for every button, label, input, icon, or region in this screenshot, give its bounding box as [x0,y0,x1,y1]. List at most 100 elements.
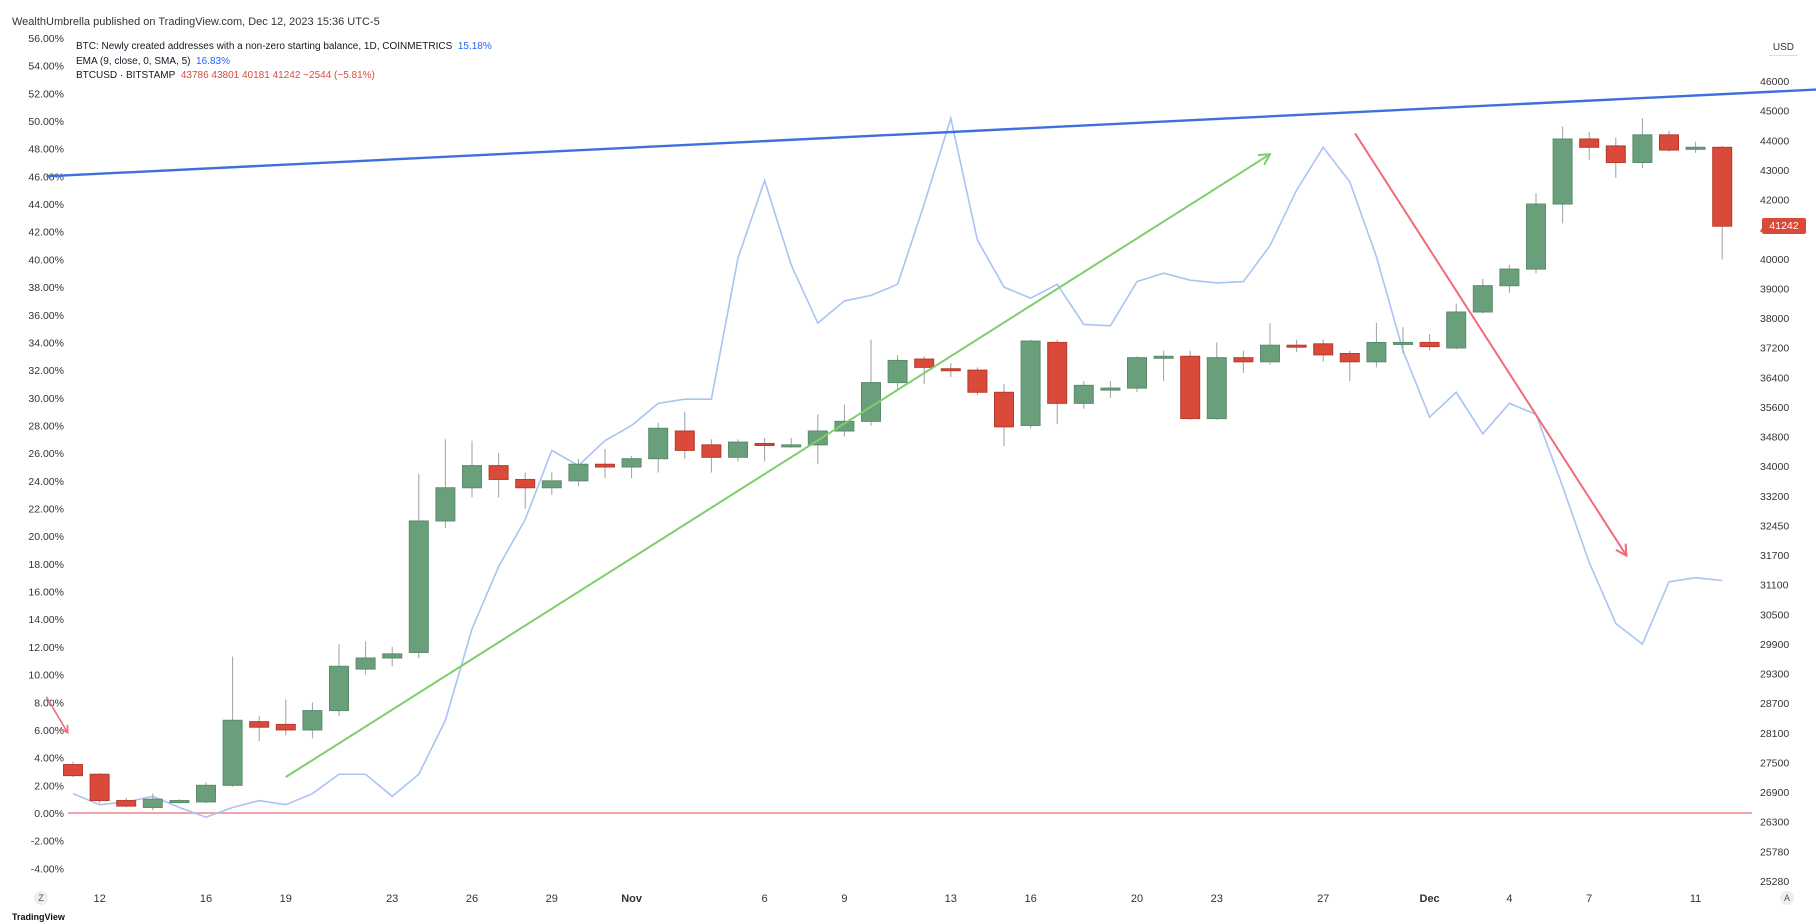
candle-body [648,427,669,460]
left-axis-tick: 56.00% [28,33,64,45]
candle-body [1339,353,1360,363]
right-axis-tick: 29300 [1760,669,1789,681]
candle-body [169,800,190,804]
auto-scale-right-button[interactable]: A [1780,891,1794,905]
right-axis-tick: 31700 [1760,550,1789,562]
left-axis-tick: 6.00% [34,725,64,737]
right-axis-tick: 25280 [1760,876,1789,888]
candle [648,422,669,473]
candle-body [1180,355,1201,420]
right-axis-tick: 32450 [1760,520,1789,532]
right-axis-tick: 26300 [1760,817,1789,829]
candle-body [940,368,961,372]
arrow-head [1257,153,1272,166]
left-axis-tick: 24.00% [28,476,64,488]
candle [994,383,1014,447]
candle [1260,323,1280,365]
candle [1499,264,1520,293]
left-axis-tick: 42.00% [28,227,64,239]
candle-body [488,465,509,480]
candle [275,699,296,736]
left-axis-tick: 46.00% [28,171,64,183]
left-axis-tick: 32.00% [28,365,64,377]
x-axis-tick: 19 [280,893,292,905]
right-axis-tick: 27500 [1760,757,1789,769]
arrow-head [1615,543,1628,558]
right-axis-tick: 42000 [1760,195,1789,207]
candle [1180,350,1201,420]
candle [674,411,695,459]
right-axis-tick: 29900 [1760,639,1789,651]
candle-body [382,653,403,659]
left-axis-tick: 38.00% [28,282,64,294]
candle [595,449,615,479]
candle-body [807,430,828,446]
blue-trend-line [46,88,1816,178]
candle-body [1499,268,1520,287]
left-axis-tick: 44.00% [28,199,64,211]
x-axis-tick: 6 [762,893,768,905]
candle-body [674,430,695,451]
x-axis-tick: 16 [1024,893,1036,905]
candle [355,641,376,675]
arrow-shaft [45,696,69,734]
candle-body [1100,387,1121,391]
candle-body [701,444,722,458]
candle-body [249,721,270,728]
candle-body [1260,344,1280,363]
candle [1605,137,1626,178]
ema-line [72,115,1723,819]
candle [1685,141,1706,153]
candle [1313,339,1334,362]
arrow-shaft [285,153,1271,778]
candle [1632,118,1653,169]
green-trend-arrow [285,153,1272,778]
candle-body [1472,285,1493,313]
candle [1366,323,1387,368]
right-axis-unit[interactable]: USD [1768,40,1798,56]
red-trend-arrow [1354,132,1628,558]
candle [63,761,83,778]
left-axis-tick: 14.00% [28,614,64,626]
candle [1020,339,1041,429]
left-axis-tick: -2.00% [31,836,64,848]
candle-body [1286,344,1307,348]
left-axis-tick: 54.00% [28,61,64,73]
right-axis-tick: 44000 [1760,135,1789,147]
candle-body [1020,340,1041,426]
right-axis-tick: 34800 [1760,432,1789,444]
candles [63,118,1733,811]
candle [861,339,881,426]
candle [967,367,988,396]
right-axis-tick: 37200 [1760,343,1789,355]
right-axis-tick: 40000 [1760,254,1789,266]
x-axis-tick: 11 [1690,893,1701,905]
candle [1153,350,1174,382]
candle-body [142,798,163,808]
candle-body [1659,134,1679,151]
candle-body [1127,357,1147,389]
candle-body [621,458,642,468]
candle-body [329,665,349,712]
left-axis-tick: 40.00% [28,254,64,266]
x-axis-tick: Nov [621,893,643,905]
left-axis-tick: 18.00% [28,559,64,571]
right-axis-tick: 34000 [1760,461,1789,473]
right-axis-tick: 28700 [1760,698,1789,710]
left-axis: 56.00% 54.00% 52.00% 50.00% 48.00% 46.00% 44.0… [28,33,64,875]
candle [1552,126,1573,224]
left-axis-tick: 48.00% [28,144,64,156]
candle-body [1605,145,1626,164]
last-price-label: 41242 [1762,218,1806,234]
candle-body [1579,138,1600,148]
x-axis-tick: 12 [93,893,105,905]
arrow-shaft [1354,132,1628,557]
auto-scale-left-button[interactable]: Z [34,891,48,905]
right-axis-tick: 25780 [1760,846,1789,858]
candle-body [1552,138,1573,205]
candle [914,356,935,384]
candle [222,656,243,787]
candle-body [302,710,323,731]
x-axis-tick: 26 [466,893,478,905]
